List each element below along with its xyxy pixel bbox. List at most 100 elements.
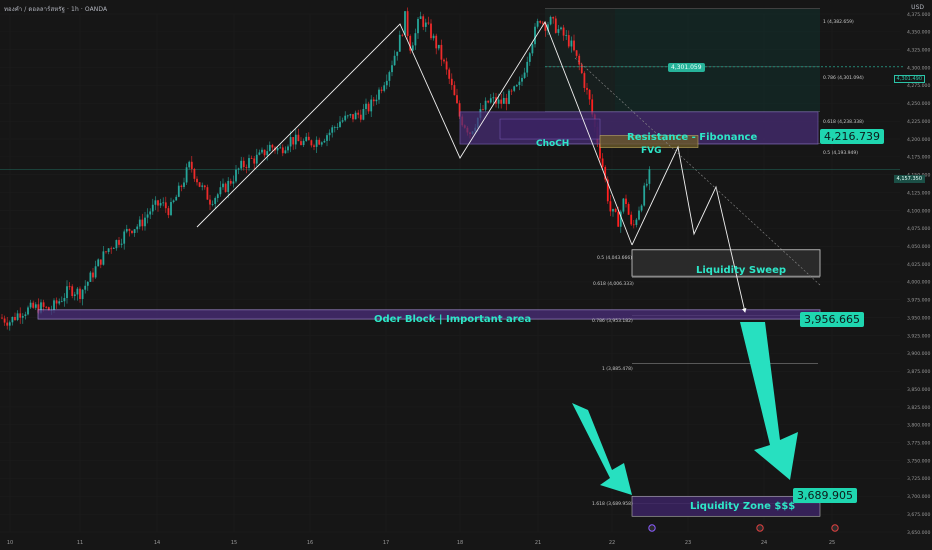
candle-body xyxy=(588,89,591,100)
fib-label-786-top: 0.786 (4,301.094) xyxy=(823,76,864,81)
y-tick-label: 3,800.000 xyxy=(907,423,930,429)
candle-body xyxy=(393,55,396,66)
candle-body xyxy=(430,23,432,39)
y-tick-label: 4,100.000 xyxy=(907,208,930,214)
candle-body xyxy=(224,183,227,192)
candle-body xyxy=(391,65,393,73)
price-callout-liquidity-zone: 3,689.905 xyxy=(793,488,857,503)
candle-body xyxy=(289,137,292,147)
event-icon xyxy=(756,524,764,532)
candle-body xyxy=(567,35,570,47)
candle-body xyxy=(372,99,375,102)
candle-body xyxy=(552,16,555,19)
candle-body xyxy=(276,148,279,151)
candle-body xyxy=(219,187,222,195)
candle-body xyxy=(183,182,185,187)
candle-body xyxy=(14,316,16,320)
candle-body xyxy=(6,322,9,326)
x-tick-label: 24 xyxy=(761,540,767,546)
candle-body xyxy=(180,185,183,187)
candle-body xyxy=(414,33,417,46)
candle-body xyxy=(24,314,27,317)
candle-body xyxy=(245,167,248,168)
candle-body xyxy=(367,103,370,112)
candle-body xyxy=(362,109,365,120)
candle-body xyxy=(502,97,505,104)
candle-body xyxy=(159,203,162,206)
y-tick-label: 3,825.000 xyxy=(907,405,930,411)
candle-body xyxy=(437,44,440,49)
y-tick-label: 3,900.000 xyxy=(907,351,930,357)
candle-body xyxy=(352,114,354,120)
candle-body xyxy=(505,97,508,104)
candle-body xyxy=(617,211,620,227)
candle-body xyxy=(157,200,159,206)
fvg-zone xyxy=(599,135,699,148)
candle-body xyxy=(287,146,289,151)
candle-body xyxy=(136,226,139,230)
candle-body xyxy=(523,72,526,78)
candle-body xyxy=(175,196,178,201)
candle-body xyxy=(625,198,627,204)
candle-body xyxy=(484,100,487,110)
y-tick-label: 4,275.000 xyxy=(907,83,930,89)
candle-body xyxy=(11,316,14,323)
y-tick-label: 4,175.000 xyxy=(907,155,930,161)
candle-body xyxy=(193,168,196,179)
candle-body xyxy=(609,201,612,212)
candle-body xyxy=(630,214,633,225)
candle-body xyxy=(271,144,274,148)
candle-body xyxy=(333,127,336,128)
candle-body xyxy=(66,286,68,299)
candle-body xyxy=(86,281,89,286)
candle-body xyxy=(541,22,544,24)
candle-body xyxy=(248,158,250,168)
fib-label-786: 0.786 (3,953.182) xyxy=(592,319,633,324)
candle-body xyxy=(97,259,100,267)
y-tick-label: 3,975.000 xyxy=(907,298,930,304)
y-tick-label: 3,725.000 xyxy=(907,476,930,482)
x-tick-label: 15 xyxy=(231,540,237,546)
candle-body xyxy=(196,178,198,183)
candle-body xyxy=(448,69,451,79)
candle-body xyxy=(71,286,74,296)
y-tick-label: 4,125.000 xyxy=(907,190,930,196)
candle-body xyxy=(1,317,3,319)
event-icon xyxy=(831,524,839,532)
x-tick-label: 16 xyxy=(307,540,313,546)
candle-body xyxy=(606,179,609,202)
candle-body xyxy=(94,266,97,278)
liquidity-zone-label: Liquidity Zone $$$ xyxy=(690,501,796,512)
y-tick-label: 3,875.000 xyxy=(907,369,930,375)
candle-body xyxy=(521,77,523,82)
candle-body xyxy=(177,185,180,197)
candle-body xyxy=(164,202,167,209)
candle-body xyxy=(531,44,534,54)
candle-body xyxy=(383,85,386,91)
y-tick-label: 4,050.000 xyxy=(907,244,930,250)
x-tick-label: 23 xyxy=(685,540,691,546)
candle-body xyxy=(284,150,287,154)
candle-body xyxy=(37,304,40,313)
candle-body xyxy=(604,166,607,180)
candle-body xyxy=(336,127,339,128)
candle-body xyxy=(419,16,422,19)
y-tick-label: 4,250.000 xyxy=(907,101,930,107)
candle-body xyxy=(99,259,102,265)
candle-body xyxy=(172,200,175,203)
candle-body xyxy=(105,251,107,253)
candle-body xyxy=(263,149,266,156)
price-callout-resistance: 4,216.739 xyxy=(820,129,884,144)
y-tick-label: 3,850.000 xyxy=(907,387,930,393)
liquidity-sweep-label: Liquidity Sweep xyxy=(696,265,787,276)
candle-body xyxy=(73,294,76,296)
candle-body xyxy=(326,135,328,141)
candle-body xyxy=(60,301,63,303)
fib-label-618-top: 0.618 (4,238.338) xyxy=(823,120,864,125)
symbol-title[interactable]: ทองคำ / ดอลลาร์สหรัฐ · 1h · OANDA xyxy=(4,6,108,13)
candle-body xyxy=(404,11,406,35)
candle-body xyxy=(261,149,263,153)
candle-body xyxy=(458,103,461,117)
